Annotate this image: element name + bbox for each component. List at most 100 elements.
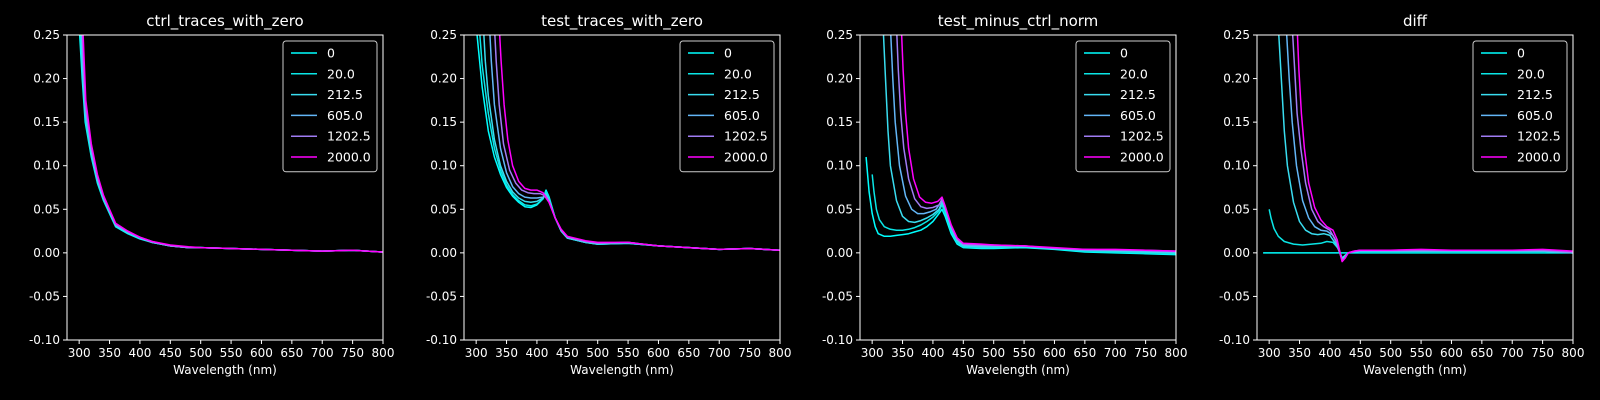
legend-label: 0 [1517,46,1525,61]
chart-title: ctrl_traces_with_zero [146,12,303,31]
x-tick-label: 350 [495,346,518,360]
x-tick-label: 500 [189,346,212,360]
chart-title: test_traces_with_zero [541,12,703,31]
x-tick-label: 700 [708,346,731,360]
x-tick-label: 750 [341,346,364,360]
x-tick-label: 750 [738,346,761,360]
y-tick-label: 0.15 [430,115,457,129]
legend-item: 605.0 [1481,108,1553,123]
y-tick-label: 0.20 [33,72,60,86]
legend-label: 0 [724,46,732,61]
y-tick-label: -0.05 [1219,289,1250,303]
legend-item: 0 [688,46,732,61]
legend-label: 1202.5 [327,129,371,144]
x-tick-label: 700 [1104,346,1127,360]
legend-label: 1202.5 [1517,129,1561,144]
x-tick-label: 650 [1470,346,1493,360]
x-tick-label: 800 [1165,346,1188,360]
legend-label: 1202.5 [1120,129,1164,144]
x-tick-label: 800 [769,346,792,360]
x-tick-label: 400 [128,346,151,360]
y-tick-label: 0.15 [1223,115,1250,129]
x-tick-label: 450 [952,346,975,360]
x-tick-label: 400 [1318,346,1341,360]
legend-label: 2000.0 [1517,150,1561,165]
legend-label: 2000.0 [327,150,371,165]
legend-item: 0 [291,46,335,61]
x-tick-label: 650 [280,346,303,360]
legend-item: 20.0 [291,66,355,81]
x-tick-label: 500 [586,346,609,360]
chart-panel-4: diff 300 350 400 450 500 550 600 650 700 750 800 -0.… [1219,12,1585,377]
series-lines [1263,35,1573,263]
x-axis-label: Wavelength (nm) [1363,363,1467,377]
y-tick-label: -0.05 [426,289,457,303]
legend-item: 2000.0 [1481,150,1561,165]
legend-item: 605.0 [291,108,363,123]
x-tick-label: 600 [250,346,273,360]
legend: 0 20.0 212.5 605.0 1202.5 2000.0 [1075,40,1171,173]
y-tick-label: -0.05 [29,289,60,303]
legend-label: 605.0 [724,108,760,123]
legend-item: 0 [1084,46,1128,61]
legend-label: 2000.0 [1120,150,1164,165]
y-tick-label: 0.10 [826,159,853,173]
x-tick-label: 650 [677,346,700,360]
x-tick-label: 350 [891,346,914,360]
x-axis-label: Wavelength (nm) [966,363,1070,377]
y-tick-label: -0.10 [822,333,853,347]
y-tick-label: 0.05 [430,202,457,216]
legend-label: 2000.0 [724,150,768,165]
y-tick-label: -0.10 [1219,333,1250,347]
y-tick-label: 0.25 [1223,28,1250,42]
legend-item: 1202.5 [688,129,768,144]
series-line-2000-0 [1296,35,1573,263]
legend-label: 20.0 [1517,66,1545,81]
legend-item: 1202.5 [1084,129,1164,144]
x-tick-label: 550 [1410,346,1433,360]
x-tick-label: 700 [1501,346,1524,360]
legend: 0 20.0 212.5 605.0 1202.5 2000.0 [282,40,378,173]
legend-label: 212.5 [724,87,760,102]
legend-label: 1202.5 [724,129,768,144]
chart-title: diff [1403,12,1428,30]
chart-panel-3: test_minus_ctrl_norm 300 350 400 450 500 550 60… [822,12,1188,377]
x-tick-label: 350 [98,346,121,360]
legend-item: 605.0 [1084,108,1156,123]
y-tick-label: 0.25 [826,28,853,42]
legend-label: 212.5 [1120,87,1156,102]
series-lines [78,35,383,253]
series-line-2000-0 [498,35,780,251]
x-tick-label: 500 [982,346,1005,360]
y-tick-label: 0.20 [826,72,853,86]
legend-label: 605.0 [1120,108,1156,123]
x-tick-label: 500 [1379,346,1402,360]
axes-frame [66,34,384,341]
y-tick-label: 0.00 [430,246,457,260]
y-tick-label: 0.25 [430,28,457,42]
y-tick-label: 0.10 [1223,159,1250,173]
x-tick-label: 700 [311,346,334,360]
legend-label: 605.0 [327,108,363,123]
chart-panel-2: test_traces_with_zero 300 350 400 450 500 550 6… [426,12,792,377]
legend-item: 1202.5 [1481,129,1561,144]
legend-item: 212.5 [291,87,363,102]
x-tick-label: 450 [159,346,182,360]
y-tick-label: 0.05 [826,202,853,216]
y-tick-label: 0.15 [826,115,853,129]
legend-item: 2000.0 [688,150,768,165]
x-axis-label: Wavelength (nm) [570,363,674,377]
x-tick-label: 300 [465,346,488,360]
x-tick-label: 450 [1349,346,1372,360]
y-tick-label: 0.20 [430,72,457,86]
series-line-0 [865,156,1176,256]
y-tick-label: 0.00 [33,246,60,260]
legend-label: 0 [1120,46,1128,61]
legend-item: 20.0 [1481,66,1545,81]
y-tick-label: 0.10 [33,159,60,173]
legend-label: 20.0 [724,66,752,81]
y-tick-label: 0.00 [826,246,853,260]
y-tick-label: 0.20 [1223,72,1250,86]
x-tick-label: 300 [68,346,91,360]
